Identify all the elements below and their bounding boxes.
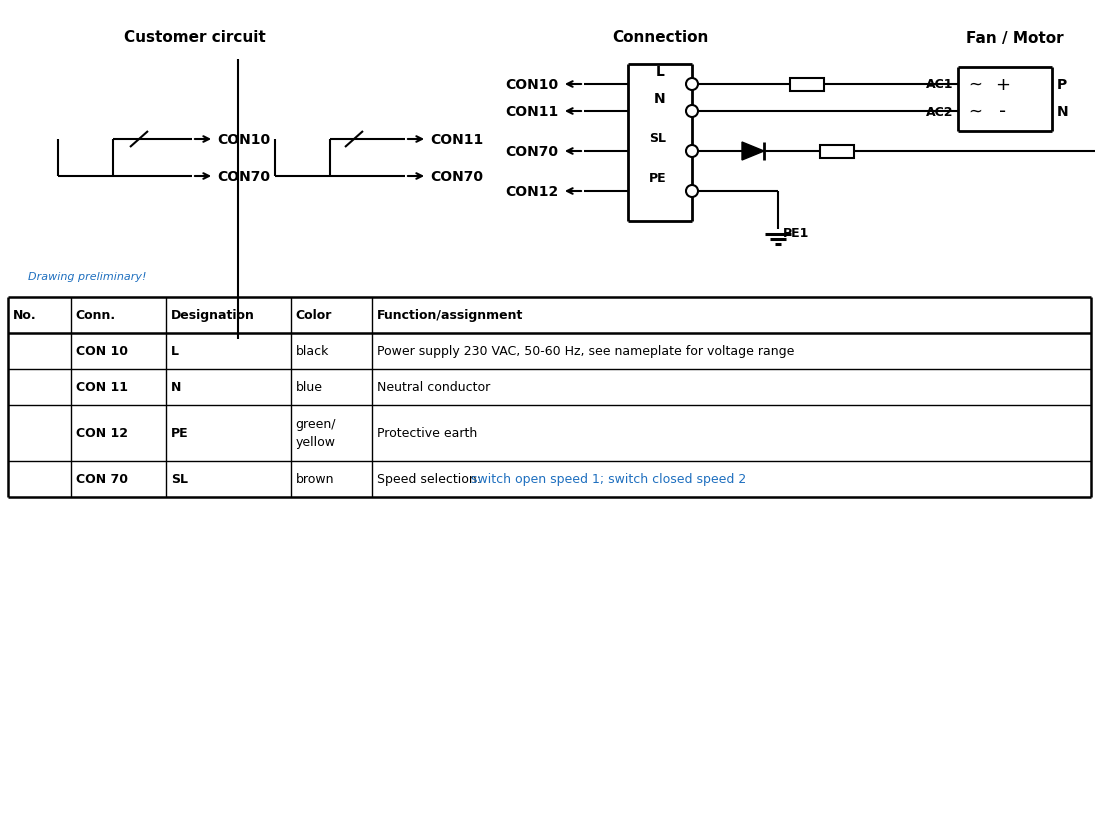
Text: Neutral conductor: Neutral conductor <box>377 381 490 394</box>
Text: AC1: AC1 <box>925 79 953 92</box>
Text: Color: Color <box>296 309 332 322</box>
Text: switch open speed 1; switch closed speed 2: switch open speed 1; switch closed speed… <box>470 473 746 486</box>
Text: Connection: Connection <box>612 30 708 45</box>
Circle shape <box>686 79 698 91</box>
Text: CON11: CON11 <box>504 105 558 119</box>
Bar <box>820 145 854 158</box>
Text: green/: green/ <box>296 418 336 431</box>
Text: CON11: CON11 <box>430 133 484 147</box>
Circle shape <box>686 186 698 197</box>
Text: CON10: CON10 <box>217 133 270 147</box>
Text: blue: blue <box>296 381 323 394</box>
Text: Speed selection:: Speed selection: <box>377 473 485 486</box>
Text: CON70: CON70 <box>430 170 482 183</box>
Text: N: N <box>171 381 181 394</box>
Text: PE: PE <box>171 427 189 440</box>
Text: Fan / Motor: Fan / Motor <box>966 30 1064 45</box>
Text: CON10: CON10 <box>504 78 558 92</box>
Text: CON 10: CON 10 <box>76 345 127 358</box>
Text: SL: SL <box>650 133 666 145</box>
Text: L: L <box>656 65 665 79</box>
Text: L: L <box>171 345 179 358</box>
Bar <box>790 79 824 92</box>
Text: Protective earth: Protective earth <box>377 427 477 440</box>
Text: Function/assignment: Function/assignment <box>377 309 523 322</box>
Text: +: + <box>996 76 1010 94</box>
Polygon shape <box>742 143 764 161</box>
Text: PE: PE <box>650 172 667 185</box>
Text: CON70: CON70 <box>506 145 558 159</box>
Text: Designation: Designation <box>171 309 255 322</box>
Text: Customer circuit: Customer circuit <box>124 30 266 45</box>
Text: -: - <box>999 102 1007 121</box>
Text: ~: ~ <box>968 76 983 94</box>
Text: CON 70: CON 70 <box>76 473 127 486</box>
Text: CON12: CON12 <box>504 185 558 199</box>
Text: SL: SL <box>171 473 188 486</box>
Text: Drawing preliminary!: Drawing preliminary! <box>27 272 146 282</box>
Text: N: N <box>654 92 666 106</box>
Text: yellow: yellow <box>296 436 335 449</box>
Text: CON 12: CON 12 <box>76 427 127 440</box>
Text: No.: No. <box>13 309 36 322</box>
Text: Power supply 230 VAC, 50-60 Hz, see nameplate for voltage range: Power supply 230 VAC, 50-60 Hz, see name… <box>377 345 795 358</box>
Text: brown: brown <box>296 473 334 486</box>
Text: PE1: PE1 <box>782 227 809 240</box>
Text: P: P <box>1057 78 1067 92</box>
Circle shape <box>686 106 698 118</box>
Text: CON70: CON70 <box>217 170 270 183</box>
Circle shape <box>686 146 698 158</box>
Text: Conn.: Conn. <box>76 309 115 322</box>
Text: CON 11: CON 11 <box>76 381 127 394</box>
Text: N: N <box>1057 105 1068 119</box>
Text: ~: ~ <box>968 103 983 121</box>
Text: black: black <box>296 345 329 358</box>
Text: AC2: AC2 <box>925 106 953 119</box>
